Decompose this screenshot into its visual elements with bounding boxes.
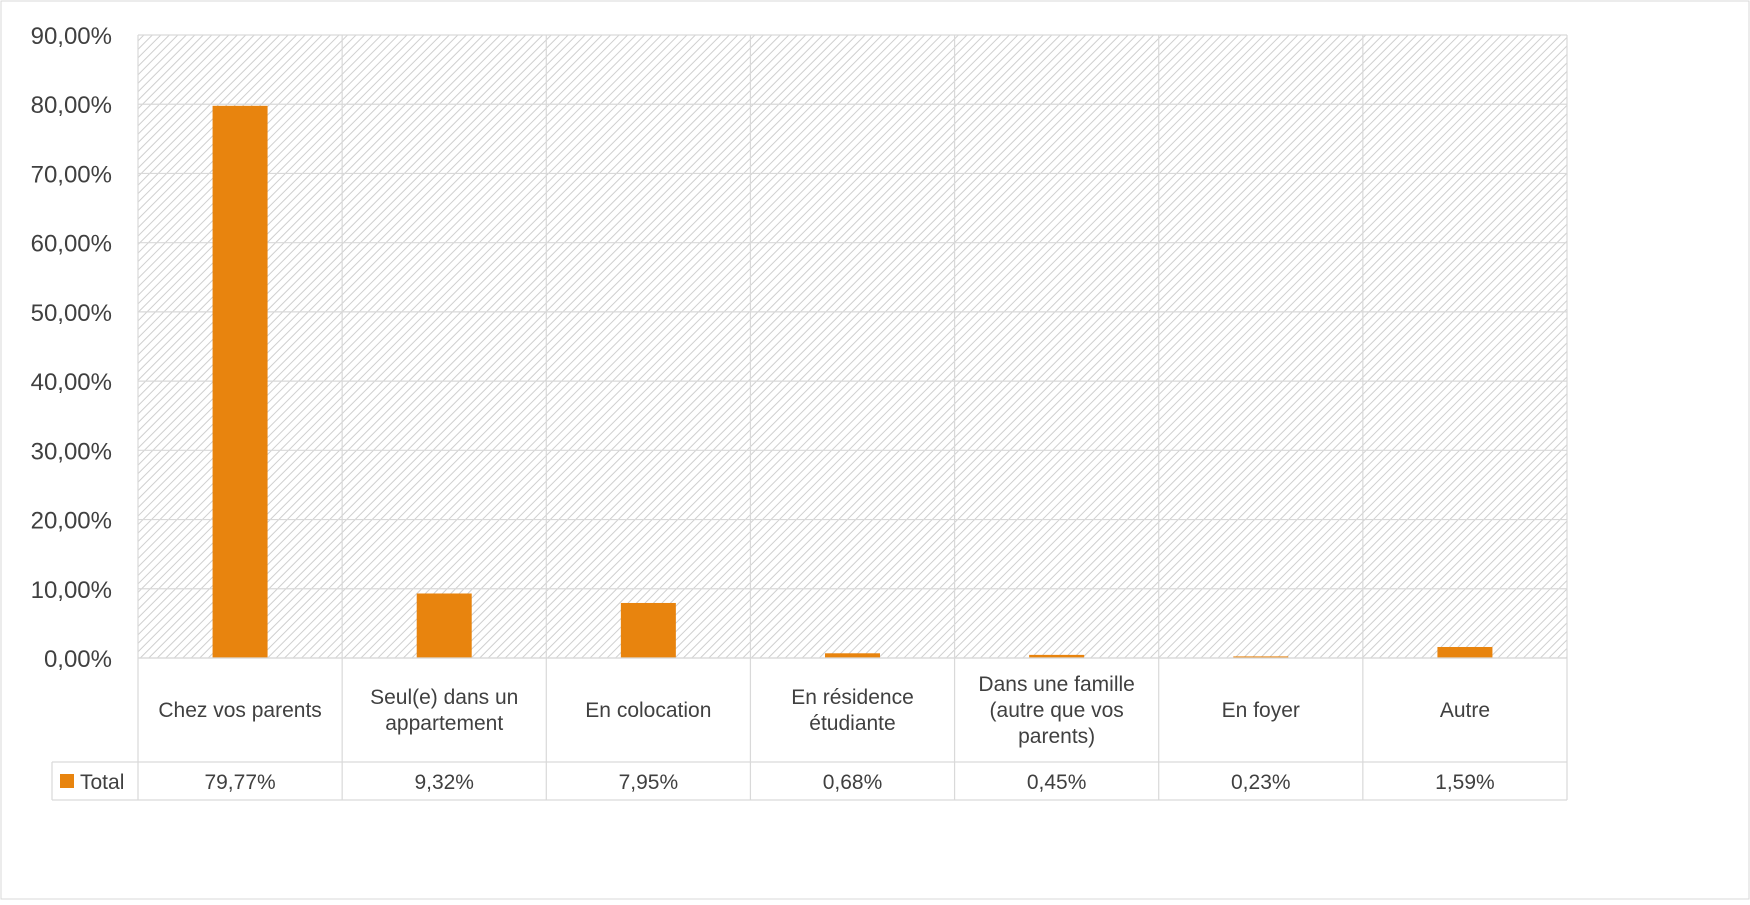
plot-area-background [138,35,1567,658]
y-tick-label: 10,00% [31,577,112,604]
data-label: 9,32% [414,771,474,794]
data-label: 79,77% [204,771,275,794]
x-category-label: Dans une famille (autre que vos parents) [978,673,1134,748]
bar [1233,656,1289,658]
legend-swatch [60,774,74,788]
y-tick-label: 70,00% [31,161,112,188]
y-tick-label: 40,00% [31,369,112,396]
x-category-label: Chez vos parents [158,699,321,722]
bar [620,602,676,658]
x-category-label: Seul(e) dans un appartement [370,686,518,735]
data-table: Chez vos parents Seul(e) dans un apparteme… [51,657,1567,801]
x-category-label: Autre [1440,699,1490,722]
x-category-label: En foyer [1222,699,1300,722]
y-tick-label: 20,00% [31,508,112,535]
y-tick-label: 50,00% [31,300,112,327]
bar [416,593,472,658]
y-tick-label: 30,00% [31,438,112,465]
bars [212,105,1493,658]
bar [1029,654,1085,658]
y-tick-label: 60,00% [31,231,112,258]
legend-label: Total [80,771,124,794]
y-axis: 0,00% 10,00% 20,00% 30,00% 40,00% 50,00% 60,00… [31,23,112,673]
data-label: 0,68% [823,771,883,794]
y-tick-label: 80,00% [31,92,112,119]
x-category-label: En résidence étudiante [791,686,914,735]
y-tick-label: 0,00% [44,646,112,673]
y-tick-label: 90,00% [31,23,112,50]
bar [212,105,268,658]
bar [1437,646,1493,658]
x-category-label: En colocation [585,699,711,722]
data-label: 7,95% [619,771,679,794]
data-label: 0,23% [1231,771,1291,794]
data-label: 0,45% [1027,771,1087,794]
bar [825,653,880,658]
data-label: 1,59% [1435,771,1495,794]
